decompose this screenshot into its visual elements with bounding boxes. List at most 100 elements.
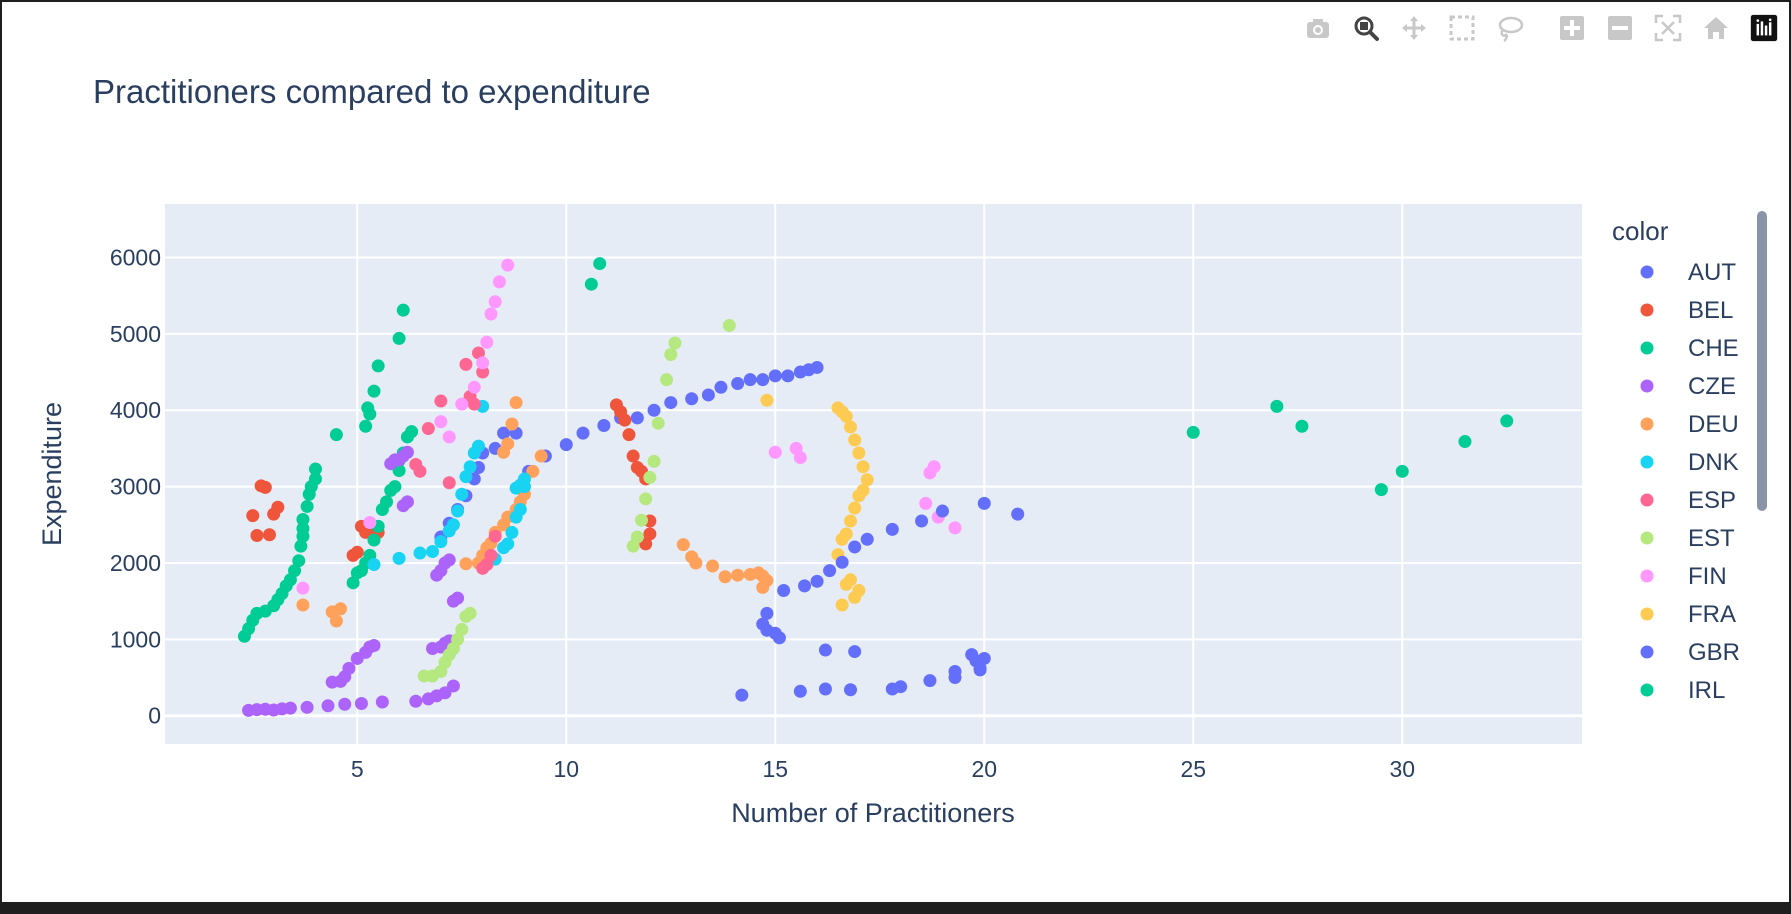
data-point[interactable] [576, 426, 590, 440]
data-point[interactable] [835, 598, 849, 612]
data-point[interactable] [342, 661, 356, 675]
data-point[interactable] [455, 487, 469, 501]
data-point[interactable] [973, 661, 987, 675]
data-point[interactable] [668, 336, 682, 350]
data-point[interactable] [823, 564, 837, 578]
data-point[interactable] [848, 433, 862, 447]
legend-item-deu[interactable]: DEU [1640, 411, 1739, 438]
data-point[interactable] [296, 581, 310, 595]
data-point[interactable] [396, 499, 410, 513]
zoom-icon[interactable] [1345, 12, 1387, 44]
data-point[interactable] [392, 551, 406, 565]
data-point[interactable] [919, 496, 933, 510]
data-point[interactable] [300, 700, 314, 714]
data-point[interactable] [338, 697, 352, 711]
box-select-icon[interactable] [1441, 12, 1483, 44]
data-point[interactable] [371, 359, 385, 373]
data-point[interactable] [367, 558, 381, 572]
data-point[interactable] [639, 492, 653, 506]
data-point[interactable] [463, 460, 477, 474]
data-point[interactable] [722, 318, 736, 332]
data-point[interactable] [380, 495, 394, 509]
data-point[interactable] [844, 683, 858, 697]
data-point[interactable] [660, 373, 674, 387]
data-point[interactable] [977, 496, 991, 510]
lasso-select-icon[interactable] [1489, 12, 1531, 44]
data-point[interactable] [459, 357, 473, 371]
data-point[interactable] [731, 376, 745, 390]
data-point[interactable] [359, 419, 373, 433]
data-point[interactable] [463, 606, 477, 620]
data-point[interactable] [756, 373, 770, 387]
data-point[interactable] [375, 695, 389, 709]
data-point[interactable] [664, 347, 678, 361]
data-point[interactable] [701, 388, 715, 402]
data-point[interactable] [509, 481, 523, 495]
data-point[interactable] [835, 555, 849, 569]
data-point[interactable] [492, 275, 506, 289]
data-point[interactable] [354, 697, 368, 711]
legend-item-fin[interactable]: FIN [1640, 563, 1727, 590]
data-point[interactable] [923, 674, 937, 688]
data-point[interactable] [622, 428, 636, 442]
data-point[interactable] [718, 570, 732, 584]
data-point[interactable] [1395, 464, 1409, 478]
data-point[interactable] [935, 504, 949, 518]
legend-item-est[interactable]: EST [1640, 525, 1736, 552]
data-point[interactable] [350, 545, 364, 559]
data-point[interactable] [467, 380, 481, 394]
data-point[interactable] [329, 428, 343, 442]
legend-item-aut[interactable]: AUT [1640, 259, 1737, 286]
data-point[interactable] [451, 591, 465, 605]
data-point[interactable] [839, 409, 853, 423]
data-point[interactable] [442, 430, 456, 444]
data-point[interactable] [848, 501, 862, 515]
data-point[interactable] [262, 528, 276, 542]
data-point[interactable] [258, 480, 272, 494]
data-point[interactable] [513, 503, 527, 517]
data-point[interactable] [467, 397, 481, 411]
data-point[interactable] [484, 307, 498, 321]
plot-area[interactable] [165, 204, 1582, 744]
data-point[interactable] [1011, 507, 1025, 521]
data-point[interactable] [848, 540, 862, 554]
data-point[interactable] [852, 446, 866, 460]
data-point[interactable] [647, 454, 661, 468]
data-point[interactable] [756, 617, 770, 631]
legend-item-esp[interactable]: ESP [1640, 487, 1737, 514]
data-point[interactable] [756, 580, 770, 594]
data-point[interactable] [651, 416, 665, 430]
data-point[interactable] [476, 356, 490, 370]
data-point[interactable] [484, 548, 498, 562]
data-point[interactable] [618, 413, 632, 427]
data-point[interactable] [1374, 483, 1388, 497]
data-point[interactable] [664, 396, 678, 410]
data-point[interactable] [793, 684, 807, 698]
data-point[interactable] [798, 579, 812, 593]
data-point[interactable] [768, 369, 782, 383]
data-point[interactable] [426, 545, 440, 559]
data-point[interactable] [1186, 425, 1200, 439]
data-point[interactable] [509, 396, 523, 410]
data-point[interactable] [446, 679, 460, 693]
zoom-out-icon[interactable] [1599, 12, 1641, 44]
data-point[interactable] [626, 449, 640, 463]
data-point[interactable] [329, 614, 343, 628]
data-point[interactable] [250, 528, 264, 542]
data-point[interactable] [451, 504, 465, 518]
data-point[interactable] [818, 682, 832, 696]
data-point[interactable] [346, 576, 360, 590]
data-point[interactable] [501, 437, 515, 451]
data-point[interactable] [308, 462, 322, 476]
legend-item-fra[interactable]: FRA [1640, 601, 1737, 628]
data-point[interactable] [810, 574, 824, 588]
data-point[interactable] [405, 425, 419, 439]
legend-item-cze[interactable]: CZE [1640, 373, 1737, 400]
data-point[interactable] [643, 470, 657, 484]
data-point[interactable] [856, 460, 870, 474]
data-point[interactable] [852, 489, 866, 503]
data-point[interactable] [488, 529, 502, 543]
data-point[interactable] [818, 643, 832, 657]
data-point[interactable] [534, 449, 548, 463]
data-point[interactable] [392, 331, 406, 345]
